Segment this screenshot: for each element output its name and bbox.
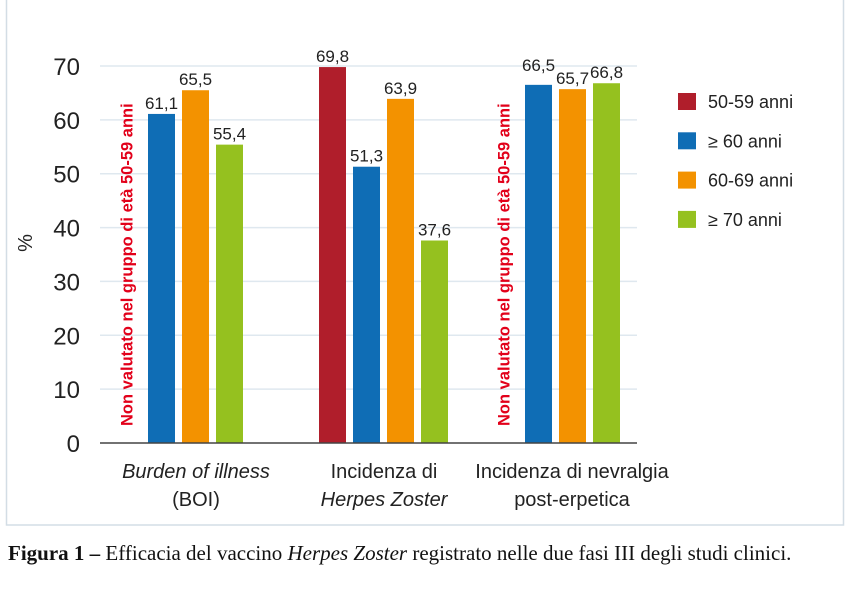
legend-label: 60-69 anni [708,171,793,191]
legend-label: ≥ 60 anni [708,131,782,151]
not-evaluated-annotation: Non valutato nel gruppo di età 50-59 ann… [119,103,137,426]
legend-swatch [678,132,696,150]
y-tick-label: 50 [53,162,80,189]
x-category-label: Herpes Zoster [321,489,449,511]
bar-data-label: 69,8 [316,47,349,66]
x-category-label: Incidenza di nevralgia [475,461,669,483]
bar [216,144,243,444]
x-category-label: Burden of illness [122,461,270,483]
bar-data-label: 55,4 [213,125,246,144]
x-category-label: post-erpetica [514,489,630,511]
chart-frame [5,0,845,526]
legend-label: 50-59 anni [708,92,793,112]
bar [148,113,175,443]
y-axis-label: % [15,234,37,252]
bar [421,240,448,443]
bar-data-label: 51,3 [350,147,383,166]
not-evaluated-annotation: Non valutato nel gruppo di età 50-59 ann… [496,103,514,426]
bar [525,84,552,443]
bar-data-label: 65,7 [556,69,589,88]
bar [593,83,620,443]
bar [319,67,346,443]
legend-label: ≥ 70 anni [708,210,782,230]
y-tick-label: 0 [67,431,80,458]
y-tick-label: 20 [53,323,80,350]
bar-data-label: 37,6 [418,220,451,239]
bar [182,90,209,443]
legend-swatch [678,171,696,189]
caption-text-end: registrato nelle due fasi III degli stud… [407,541,792,565]
legend-swatch [678,210,696,228]
y-tick-label: 30 [53,269,80,296]
caption-text: Efficacia del vaccino [100,541,288,565]
bar [353,166,380,443]
bar-data-label: 61,1 [145,94,178,113]
caption-italic: Herpes Zoster [287,541,408,565]
bar-data-label: 63,9 [384,79,417,98]
caption-label: Figura 1 – [8,541,101,565]
y-tick-label: 70 [53,54,80,81]
legend-swatch [678,93,696,110]
bar [387,98,414,444]
x-category-label: Incidenza di [331,461,438,483]
x-category-label: (BOI) [172,489,220,511]
y-tick-label: 40 [53,216,80,243]
figure-caption: Figura 1 – Efficacia del vaccino Herpes … [8,540,848,567]
bar [559,89,586,443]
bar-data-label: 65,5 [179,70,212,89]
y-tick-label: 10 [53,377,80,404]
bar-data-label: 66,5 [522,56,555,75]
bar-data-label: 66,8 [590,63,623,82]
y-tick-label: 60 [53,108,80,135]
